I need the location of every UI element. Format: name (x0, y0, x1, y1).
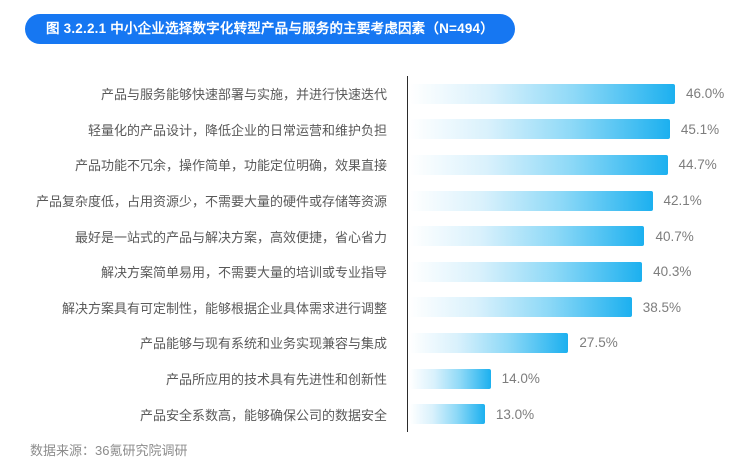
value-label: 40.7% (655, 228, 694, 244)
category-label: 产品功能不冗余，操作简单，功能定位明确，效果直接 (74, 158, 387, 174)
category-label: 产品安全系数高，能够确保公司的数据安全 (139, 407, 387, 423)
value-label: 40.3% (653, 264, 692, 280)
chart-row: 产品能够与现有系统和业务实现兼容与集成 27.5% (0, 325, 750, 361)
bar (410, 190, 653, 211)
chart-row: 产品所应用的技术具有先进性和创新性 14.0% (0, 360, 750, 397)
bar (410, 261, 643, 282)
bar (410, 297, 632, 318)
category-label: 产品所应用的技术具有先进性和创新性 (165, 372, 387, 388)
bar-track: 27.5% (407, 325, 750, 361)
bar-track: 46.0% (407, 76, 750, 112)
bar (410, 83, 675, 104)
bar (410, 154, 668, 175)
value-label: 27.5% (579, 335, 618, 351)
bar (410, 119, 670, 140)
figure-title-badge: 图 3.2.2.1 中小企业选择数字化转型产品与服务的主要考虑因素（N=494） (25, 14, 515, 44)
category-label: 产品复杂度低，占用资源少，不需要大量的硬件或存储等资源 (35, 194, 387, 210)
category-label: 解决方案简单易用，不需要大量的培训或专业指导 (100, 265, 387, 281)
value-label: 13.0% (495, 406, 535, 422)
chart-row: 解决方案简单易用，不需要大量的培训或专业指导 40.3% (0, 253, 750, 290)
category-label: 轻量化的产品设计，降低企业的日常运营和维护负担 (87, 122, 387, 138)
bar (410, 226, 645, 247)
category-label: 产品能够与现有系统和业务实现兼容与集成 (139, 336, 387, 352)
bar (410, 332, 569, 353)
category-label: 解决方案具有可定制性，能够根据企业具体需求进行调整 (61, 300, 387, 316)
chart-row: 轻量化的产品设计，降低企业的日常运营和维护负担 45.1% (0, 111, 750, 148)
bar-track: 14.0% (407, 360, 750, 397)
chart-row: 产品与服务能够快速部署与实施，并进行快速迭代 46.0% (0, 76, 750, 112)
value-label: 42.1% (663, 193, 702, 209)
bar-track: 42.1% (407, 182, 750, 219)
bar (410, 404, 485, 425)
bar-track: 13.0% (407, 396, 750, 432)
bar (410, 368, 491, 389)
chart-row: 产品复杂度低，占用资源少，不需要大量的硬件或存储等资源 42.1% (0, 182, 750, 219)
category-label: 最好是一站式的产品与解决方案，高效便捷，省心省力 (74, 229, 387, 245)
bar-track: 45.1% (407, 111, 750, 148)
value-label: 44.7% (678, 157, 717, 173)
value-label: 45.1% (680, 121, 720, 137)
bar-track: 44.7% (407, 147, 750, 183)
value-label: 14.0% (501, 371, 540, 387)
value-label: 46.0% (686, 86, 725, 102)
chart-row: 产品功能不冗余，操作简单，功能定位明确，效果直接 44.7% (0, 147, 750, 183)
category-label: 产品与服务能够快速部署与实施，并进行快速迭代 (100, 87, 387, 103)
data-source-note: 数据来源：36氪研究院调研 (30, 443, 188, 458)
chart-row: 产品安全系数高，能够确保公司的数据安全 13.0% (0, 396, 750, 432)
bar-track: 40.3% (407, 253, 750, 290)
bar-track: 38.5% (407, 289, 750, 326)
chart-row: 最好是一站式的产品与解决方案，高效便捷，省心省力 40.7% (0, 218, 750, 254)
bar-chart: 产品与服务能够快速部署与实施，并进行快速迭代 46.0% 轻量化的产品设计，降低企业… (0, 76, 750, 432)
chart-row: 解决方案具有可定制性，能够根据企业具体需求进行调整 38.5% (0, 289, 750, 326)
value-label: 38.5% (642, 299, 682, 315)
figure-title-text: 图 3.2.2.1 中小企业选择数字化转型产品与服务的主要考虑因素（N=494） (46, 21, 494, 36)
bar-track: 40.7% (407, 218, 750, 254)
